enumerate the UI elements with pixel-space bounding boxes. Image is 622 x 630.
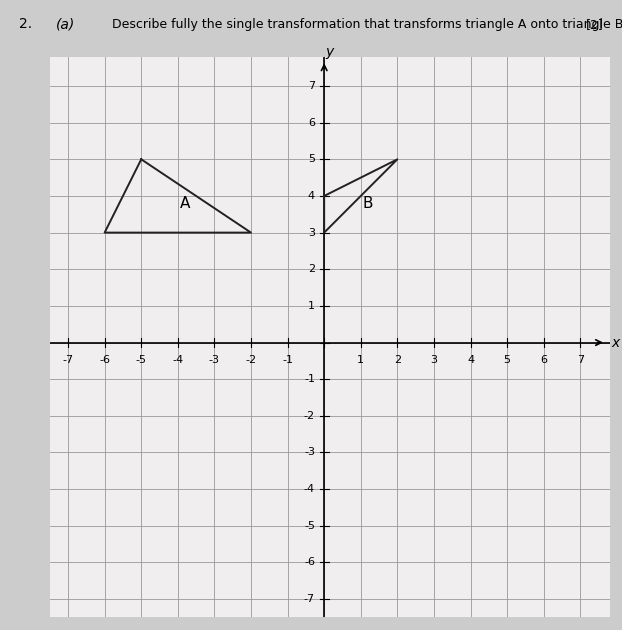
- Text: -5: -5: [136, 355, 147, 365]
- Text: 4: 4: [308, 191, 315, 201]
- Text: 7: 7: [577, 355, 584, 365]
- Text: -5: -5: [304, 521, 315, 531]
- Text: 4: 4: [467, 355, 474, 365]
- Text: x: x: [611, 336, 620, 350]
- Text: -7: -7: [304, 594, 315, 604]
- Text: 1: 1: [357, 355, 364, 365]
- Text: 2.: 2.: [19, 17, 32, 31]
- Text: 6: 6: [308, 118, 315, 128]
- Text: Describe fully the single transformation that transforms triangle A onto triangl: Describe fully the single transformation…: [112, 18, 622, 31]
- Text: -7: -7: [62, 355, 73, 365]
- Text: 3: 3: [430, 355, 437, 365]
- Text: A: A: [180, 196, 190, 211]
- Text: 2: 2: [394, 355, 401, 365]
- Text: -3: -3: [209, 355, 220, 365]
- Text: 1: 1: [308, 301, 315, 311]
- Text: -1: -1: [304, 374, 315, 384]
- Text: -2: -2: [246, 355, 256, 365]
- Text: -2: -2: [304, 411, 315, 421]
- Text: B: B: [363, 196, 373, 211]
- Text: (a): (a): [56, 17, 75, 31]
- Text: -6: -6: [304, 558, 315, 568]
- Text: -4: -4: [304, 484, 315, 494]
- Text: 3: 3: [308, 227, 315, 238]
- Text: 2: 2: [308, 264, 315, 274]
- Text: y: y: [325, 45, 334, 59]
- Text: 5: 5: [308, 154, 315, 164]
- Text: -3: -3: [304, 447, 315, 457]
- Text: 6: 6: [540, 355, 547, 365]
- Text: -4: -4: [172, 355, 183, 365]
- Text: -1: -1: [282, 355, 293, 365]
- Text: 5: 5: [504, 355, 511, 365]
- Text: -6: -6: [99, 355, 110, 365]
- Text: [2]: [2]: [585, 18, 603, 31]
- Text: 7: 7: [308, 81, 315, 91]
